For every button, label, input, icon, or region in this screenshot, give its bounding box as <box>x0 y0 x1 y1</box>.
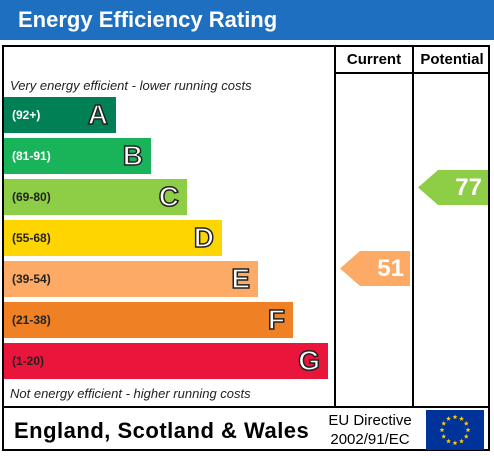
band-d-letter: D <box>193 221 215 254</box>
band-f-letter: F <box>267 303 286 336</box>
band-a: (92+) A <box>4 97 116 133</box>
band-d: (55-68) D <box>4 220 222 256</box>
band-c-letter: C <box>158 180 180 213</box>
page-title: Energy Efficiency Rating <box>18 7 278 32</box>
band-b-range: (81-91) <box>12 149 51 163</box>
eu-flag-star <box>441 433 447 439</box>
potential-column-header: Potential <box>420 51 484 68</box>
eu-flag-stars <box>439 414 471 446</box>
eu-flag-star <box>459 438 464 444</box>
band-e-letter: E <box>231 262 251 295</box>
title-bar: Energy Efficiency Rating <box>0 0 494 40</box>
band-d-range: (55-68) <box>12 231 51 245</box>
region-label: England, Scotland & Wales <box>14 418 310 443</box>
eu-directive-number: 2002/91/EC <box>330 431 410 448</box>
current-column-header: Current <box>346 51 402 68</box>
band-e: (39-54) E <box>4 261 258 297</box>
eu-flag-star <box>452 440 458 446</box>
band-g-range: (1-20) <box>12 354 45 368</box>
footer-divider <box>2 406 490 408</box>
band-c-range: (69-80) <box>12 190 51 204</box>
band-f: (21-38) F <box>4 302 293 338</box>
eu-flag-star <box>459 416 464 421</box>
eu-flag-star <box>465 427 471 433</box>
current-rating-value: 51 <box>377 255 404 282</box>
eu-flag-star <box>446 438 451 444</box>
band-a-letter: A <box>87 98 109 131</box>
band-b-letter: B <box>122 139 144 172</box>
potential-column-divider <box>412 45 414 408</box>
eu-flag-star <box>439 427 445 433</box>
eu-flag-star <box>463 433 469 439</box>
eu-flag-star <box>463 420 469 426</box>
eu-flag-icon <box>426 410 484 450</box>
potential-rating-value: 77 <box>455 174 482 201</box>
top-note: Very energy efficient - lower running co… <box>10 78 252 93</box>
band-f-range: (21-38) <box>12 313 51 327</box>
band-g: (1-20) G <box>4 343 328 379</box>
band-b: (81-91) B <box>4 138 151 174</box>
band-g-letter: G <box>297 344 320 377</box>
eu-flag-star <box>452 414 458 420</box>
eu-directive-label: EU Directive <box>328 412 412 429</box>
bottom-note: Not energy efficient - higher running co… <box>10 386 251 401</box>
band-e-range: (39-54) <box>12 272 51 286</box>
eu-flag-star <box>446 416 451 421</box>
current-column-divider <box>334 45 336 408</box>
band-a-range: (92+) <box>12 108 41 122</box>
band-c: (69-80) C <box>4 179 187 215</box>
eu-flag-star <box>441 420 447 426</box>
rating-frame <box>2 45 490 451</box>
